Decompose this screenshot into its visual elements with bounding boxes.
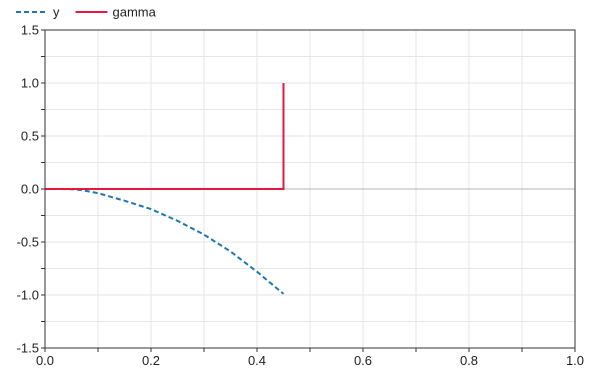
x-tick-label: 0.6 xyxy=(354,353,372,368)
series-line-y xyxy=(60,188,285,295)
x-tick-label: 0.8 xyxy=(460,353,478,368)
y-axis: 1.5 1.0 0.5 0.0 -0.5 -1.0 -1.5 xyxy=(17,23,45,356)
x-axis: 0.0 0.2 0.4 0.6 0.8 1.0 xyxy=(36,348,584,368)
y-tick-label: 0.5 xyxy=(21,129,39,144)
y-tick-label: 1.5 xyxy=(21,23,39,38)
x-tick-label: 0.4 xyxy=(248,353,266,368)
y-tick-label: -1.5 xyxy=(17,341,39,356)
x-tick-label: 0.2 xyxy=(142,353,160,368)
series-layer xyxy=(45,83,285,295)
y-tick-label: 0.0 xyxy=(21,182,39,197)
y-tick-label: -1.0 xyxy=(17,288,39,303)
y-tick-label: -0.5 xyxy=(17,235,39,250)
x-tick-label: 1.0 xyxy=(566,353,584,368)
legend-label-y: y xyxy=(53,5,60,20)
x-tick-label: 0.0 xyxy=(36,353,54,368)
series-line-gamma xyxy=(45,83,285,190)
legend-label-gamma: gamma xyxy=(113,5,157,20)
y-tick-label: 1.0 xyxy=(21,76,39,91)
legend: y gamma xyxy=(16,5,157,20)
